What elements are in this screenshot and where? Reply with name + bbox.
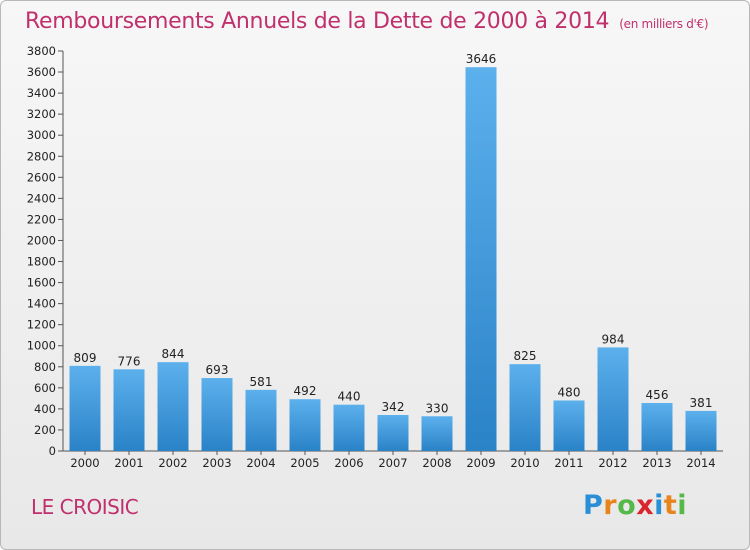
bar-value-label: 809 [74, 351, 97, 365]
bar [641, 403, 673, 451]
y-tick-label: 2600 [27, 170, 56, 184]
proxiti-logo: Proxiti [583, 490, 687, 521]
x-tick-label: 2005 [290, 456, 319, 470]
x-tick-label: 2006 [334, 456, 363, 470]
x-tick-label: 2007 [378, 456, 407, 470]
bar [157, 362, 189, 451]
bar-value-label: 693 [206, 363, 229, 377]
bar [597, 347, 629, 451]
y-tick-label: 2200 [27, 212, 56, 226]
bar-value-label: 480 [558, 385, 581, 399]
y-tick-label: 3200 [27, 107, 56, 121]
y-tick-label: 200 [34, 423, 56, 437]
bar-value-label: 342 [382, 400, 405, 414]
logo-letter: P [583, 490, 604, 521]
y-tick-label: 3800 [27, 44, 56, 58]
y-tick-label: 1000 [27, 339, 56, 353]
y-tick-label: 400 [34, 402, 56, 416]
bar [245, 389, 277, 451]
bar [333, 404, 365, 451]
y-tick-label: 3600 [27, 65, 56, 79]
bar-value-label: 440 [338, 390, 361, 404]
bar [377, 415, 409, 451]
x-tick-label: 2001 [114, 456, 143, 470]
y-tick-label: 3400 [27, 86, 56, 100]
y-tick-label: 2400 [27, 191, 56, 205]
x-tick-label: 2011 [554, 456, 583, 470]
y-tick-label: 600 [34, 381, 56, 395]
x-tick-label: 2010 [510, 456, 539, 470]
x-tick-label: 2004 [246, 456, 275, 470]
bar [685, 410, 717, 451]
chart-title-text: Remboursements Annuels de la Dette de 20… [25, 9, 610, 34]
y-tick-label: 1400 [27, 297, 56, 311]
bar-value-label: 381 [690, 396, 713, 410]
y-tick-label: 2800 [27, 149, 56, 163]
logo-letter: x [636, 490, 655, 521]
logo-letter: o [617, 490, 637, 521]
bar [553, 400, 585, 451]
bar [201, 378, 233, 451]
bar [465, 67, 497, 452]
y-tick-label: 0 [49, 444, 56, 458]
bar-value-label: 984 [602, 332, 625, 346]
logo-letter: i [677, 490, 688, 521]
logo-letter: r [603, 490, 618, 521]
x-tick-label: 2012 [598, 456, 627, 470]
x-tick-label: 2008 [422, 456, 451, 470]
bar-value-label: 3646 [466, 52, 497, 66]
chart-title: Remboursements Annuels de la Dette de 20… [25, 9, 709, 34]
logo-letter: t [663, 490, 678, 521]
y-tick-label: 800 [34, 360, 56, 374]
bar-value-label: 581 [250, 375, 273, 389]
y-tick-label: 1600 [27, 276, 56, 290]
bar-value-label: 456 [646, 388, 669, 402]
bar [509, 364, 541, 451]
bar [289, 399, 321, 451]
y-tick-label: 3000 [27, 128, 56, 142]
commune-name: LE CROISIC [31, 495, 139, 519]
bar-value-label: 844 [162, 347, 185, 361]
bar [113, 369, 145, 451]
x-tick-label: 2014 [686, 456, 715, 470]
bar-value-label: 776 [118, 354, 141, 368]
logo-letter: i [654, 490, 664, 521]
bar-value-label: 492 [294, 384, 317, 398]
x-tick-label: 2002 [158, 456, 187, 470]
bar [421, 416, 453, 451]
x-tick-label: 2003 [202, 456, 231, 470]
y-tick-label: 2000 [27, 233, 56, 247]
y-tick-label: 1200 [27, 318, 56, 332]
bar-value-label: 825 [514, 349, 537, 363]
chart-unit-label: (en milliers d'€) [619, 17, 709, 31]
y-tick-label: 1800 [27, 255, 56, 269]
x-tick-label: 2000 [70, 456, 99, 470]
bar-value-label: 330 [426, 401, 449, 415]
x-tick-label: 2013 [642, 456, 671, 470]
x-tick-label: 2009 [466, 456, 495, 470]
bar [69, 365, 101, 451]
